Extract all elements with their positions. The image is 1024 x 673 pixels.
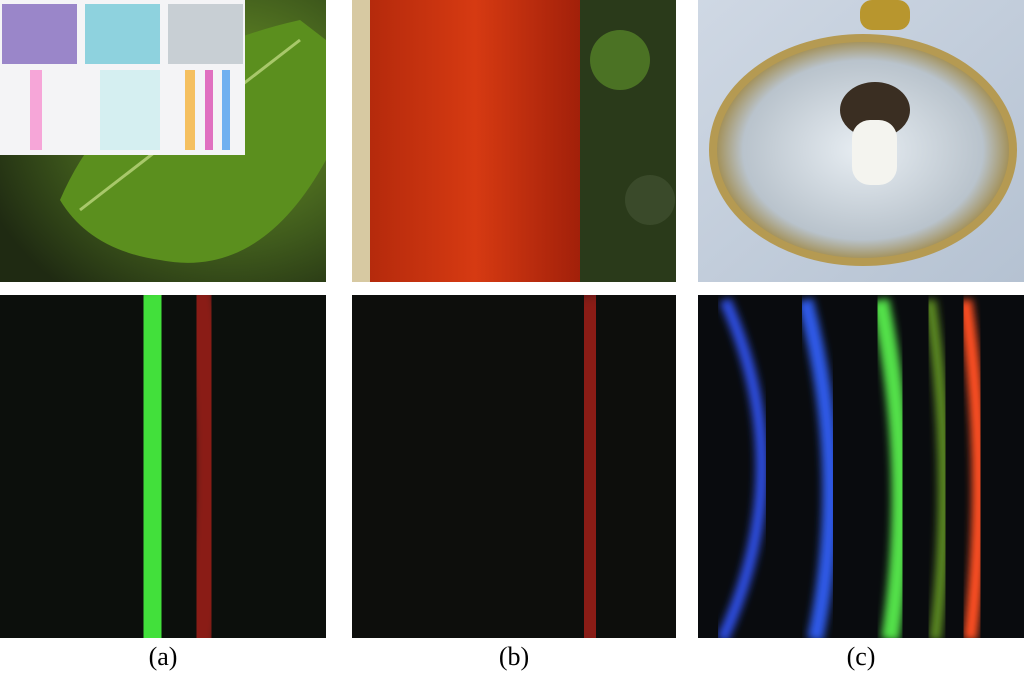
photo-door (352, 0, 676, 282)
caption: (c) (847, 642, 876, 671)
caption: (b) (499, 642, 529, 671)
photo-lamp (698, 0, 1024, 282)
spectrum-c (698, 295, 1024, 638)
spectrum-b (352, 295, 676, 638)
spectrum-a (0, 295, 326, 638)
caption: (a) (149, 642, 178, 671)
photo-leaf (0, 0, 326, 282)
